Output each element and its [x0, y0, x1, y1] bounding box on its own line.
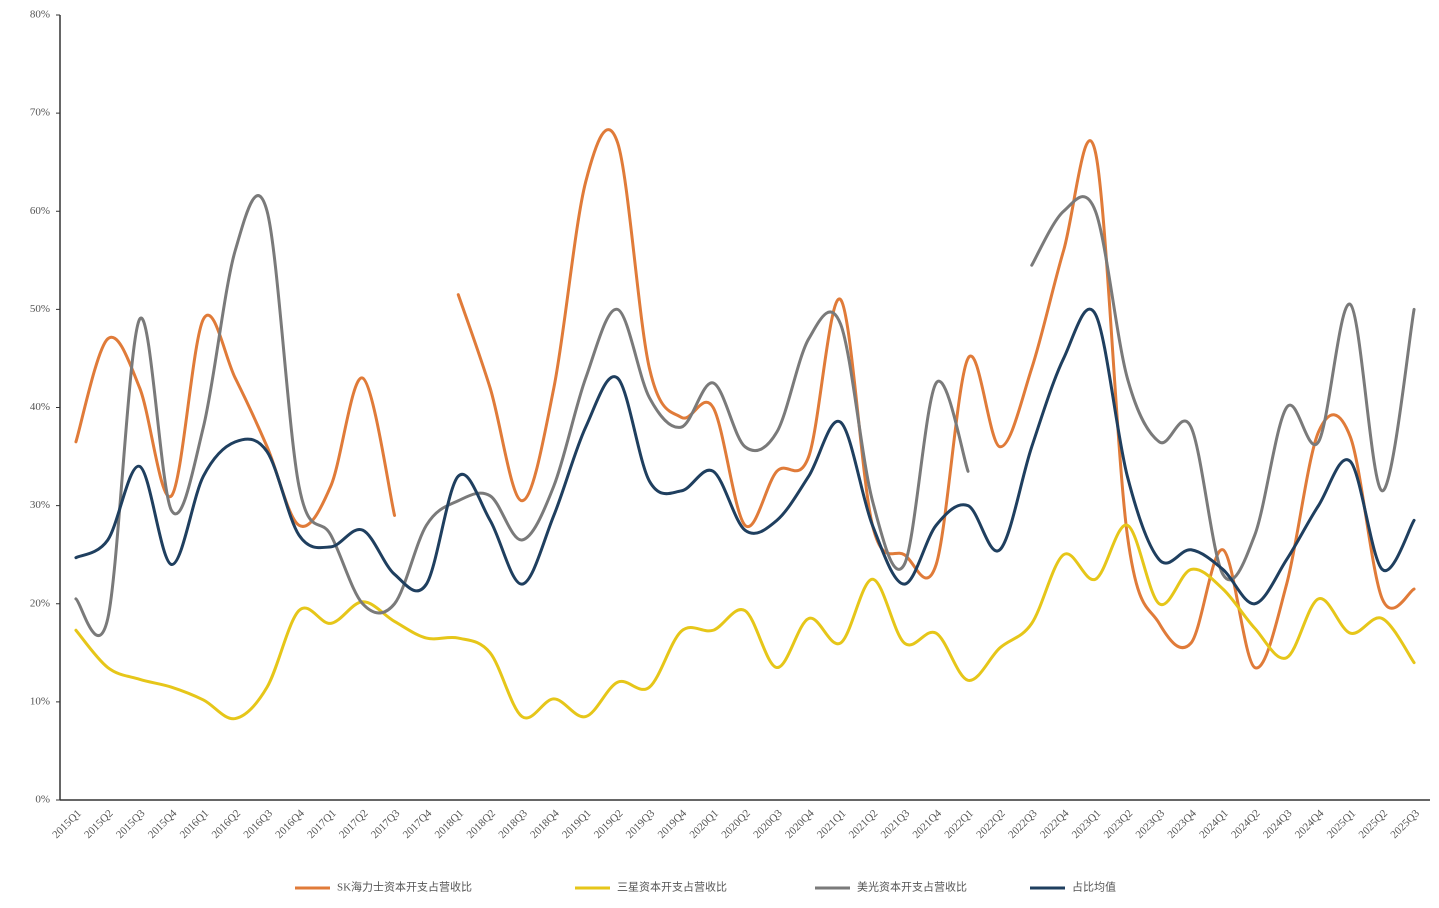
- x-tick-label: 2017Q2: [337, 807, 371, 841]
- x-tick-label: 2019Q1: [560, 807, 594, 841]
- x-tick-label: 2016Q4: [273, 807, 307, 841]
- x-tick-label: 2018Q3: [496, 807, 530, 841]
- x-tick-label: 2018Q4: [528, 807, 562, 841]
- x-tick-label: 2016Q3: [241, 807, 275, 841]
- x-tick-label: 2019Q2: [592, 807, 626, 841]
- legend-label: 三星资本开支占营收比: [617, 880, 727, 894]
- x-tick-label: 2019Q4: [656, 807, 690, 841]
- x-tick-label: 2021Q3: [879, 807, 913, 841]
- x-tick-label: 2025Q1: [1325, 807, 1359, 841]
- x-tick-label: 2020Q2: [719, 807, 753, 841]
- x-tick-label: 2021Q1: [815, 807, 849, 841]
- y-tick-label: 50%: [30, 303, 50, 315]
- y-tick-label: 0%: [35, 794, 50, 806]
- series-line: [1030, 195, 1416, 582]
- x-tick-label: 2016Q2: [210, 807, 244, 841]
- x-tick-label: 2015Q1: [50, 807, 84, 841]
- x-tick-label: 2021Q4: [911, 807, 945, 841]
- series-line: [74, 307, 1416, 606]
- x-tick-label: 2023Q4: [1165, 807, 1199, 841]
- y-tick-label: 10%: [30, 695, 50, 707]
- x-tick-label: 2019Q3: [624, 807, 658, 841]
- x-tick-label: 2023Q2: [1102, 807, 1136, 841]
- x-tick-label: 2020Q1: [687, 807, 721, 841]
- series-line: [74, 194, 970, 638]
- series-line: [456, 128, 1416, 670]
- x-tick-label: 2018Q2: [464, 807, 498, 841]
- x-tick-label: 2020Q4: [783, 807, 817, 841]
- y-tick-label: 20%: [30, 597, 50, 609]
- x-tick-label: 2018Q1: [433, 807, 467, 841]
- x-tick-label: 2015Q3: [114, 807, 148, 841]
- y-tick-label: 70%: [30, 107, 50, 119]
- x-tick-label: 2020Q3: [751, 807, 785, 841]
- x-tick-label: 2024Q2: [1229, 807, 1263, 841]
- x-tick-label: 2022Q4: [1038, 807, 1072, 841]
- x-tick-label: 2022Q2: [974, 807, 1008, 841]
- x-tick-label: 2023Q3: [1134, 807, 1168, 841]
- x-tick-label: 2017Q4: [401, 807, 435, 841]
- x-tick-label: 2025Q3: [1388, 807, 1422, 841]
- x-tick-label: 2017Q3: [369, 807, 403, 841]
- y-tick-label: 80%: [30, 9, 50, 21]
- x-tick-label: 2015Q2: [82, 807, 116, 841]
- legend-label: 美光资本开支占营收比: [857, 880, 967, 894]
- x-tick-label: 2021Q2: [847, 807, 881, 841]
- x-tick-label: 2024Q4: [1293, 807, 1327, 841]
- y-tick-label: 40%: [30, 401, 50, 413]
- x-tick-label: 2022Q1: [942, 807, 976, 841]
- x-tick-label: 2025Q2: [1357, 807, 1391, 841]
- legend-label: SK海力士资本开支占营收比: [337, 880, 472, 894]
- series-line: [74, 523, 1416, 721]
- x-tick-label: 2023Q1: [1070, 807, 1104, 841]
- x-tick-label: 2015Q4: [146, 807, 180, 841]
- x-tick-label: 2016Q1: [178, 807, 212, 841]
- series-line: [74, 313, 397, 528]
- legend-label: 占比均值: [1072, 880, 1116, 894]
- x-tick-label: 2022Q3: [1006, 807, 1040, 841]
- y-tick-label: 60%: [30, 205, 50, 217]
- x-tick-label: 2017Q1: [305, 807, 339, 841]
- x-tick-label: 2024Q3: [1261, 807, 1295, 841]
- y-tick-label: 30%: [30, 499, 50, 511]
- x-tick-label: 2024Q1: [1197, 807, 1231, 841]
